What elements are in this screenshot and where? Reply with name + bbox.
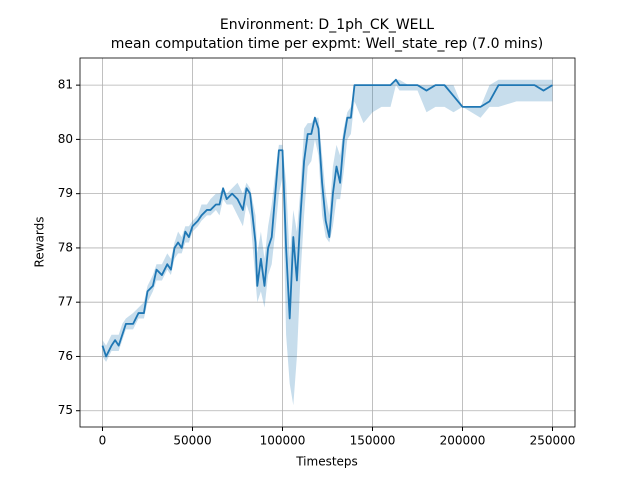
x-tick-label: 150000	[350, 434, 396, 448]
y-tick-label: 77	[58, 295, 73, 309]
mean-line	[101, 78, 553, 358]
y-tick-label: 79	[58, 186, 73, 200]
chart-subtitle: mean computation time per expmt: Well_st…	[111, 36, 543, 52]
y-tick-label: 78	[58, 240, 73, 254]
y-axis-label: Rewards	[33, 217, 47, 268]
plot-frame	[79, 57, 576, 428]
y-tick-label: 80	[58, 132, 73, 146]
y-tick-label: 76	[58, 349, 73, 363]
x-tick-label: 100000	[260, 434, 306, 448]
chart-title: Environment: D_1ph_CK_WELL	[220, 17, 434, 33]
y-tick-label: 81	[58, 78, 73, 92]
x-tick-label: 200000	[440, 434, 486, 448]
x-tick-label: 250000	[530, 434, 576, 448]
x-tick-label: 50000	[173, 434, 211, 448]
x-tick-label: 0	[99, 434, 107, 448]
x-axis-label: Timesteps	[295, 455, 358, 469]
y-tick-label: 75	[58, 403, 73, 417]
